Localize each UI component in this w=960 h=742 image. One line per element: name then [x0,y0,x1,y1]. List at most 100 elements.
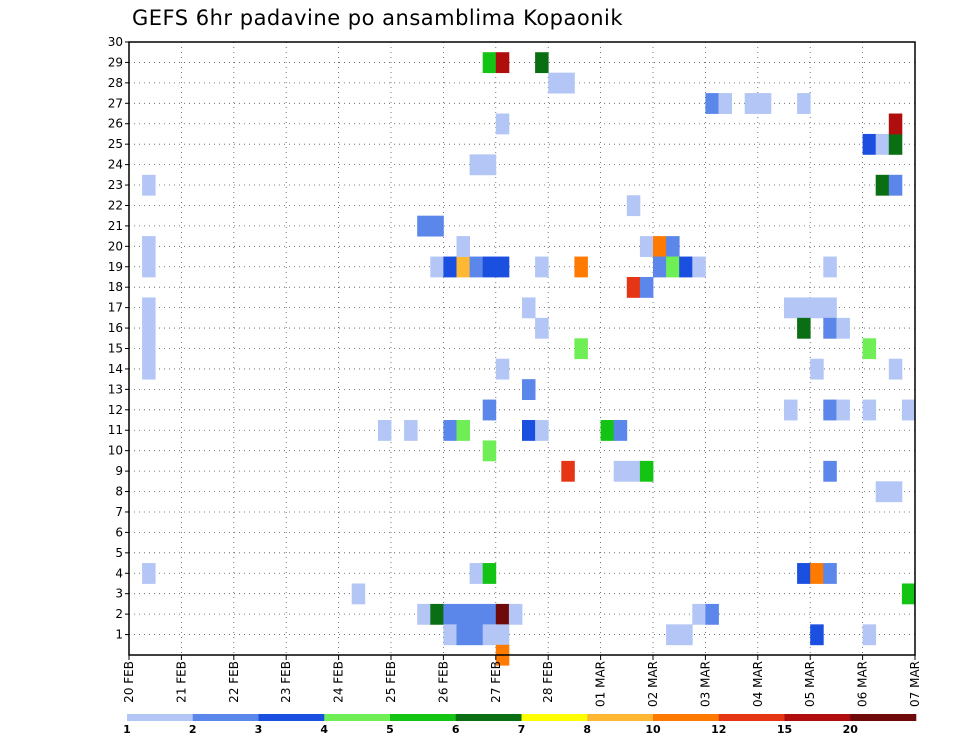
colorbar-label: 10 [645,723,661,736]
chart-title: GEFS 6hr padavine po ansamblima Kopaonik [132,6,624,30]
heatmap-cell [626,195,641,217]
colorbar-label: 8 [583,723,591,736]
colorbar-label: 15 [777,723,792,736]
x-tick-label: 20 FEB [122,661,136,703]
y-tick-label: 9 [115,464,123,478]
heatmap-cell [784,297,798,319]
heatmap-cell [875,174,890,196]
heatmap-cell [561,72,575,94]
colorbar-label: 6 [452,723,460,736]
heatmap-cell [639,276,654,298]
y-tick-label: 3 [115,587,123,601]
heatmap-cell [823,460,837,482]
heatmap-cell [142,563,156,584]
heatmap-cell [888,174,903,196]
heatmap-cell [692,603,706,625]
y-tick-label: 15 [108,342,123,356]
x-tick-label: 26 FEB [436,661,450,703]
x-tick-label: 24 FEB [332,661,346,703]
heatmap-cell [495,358,510,380]
heatmap-cell [482,624,497,646]
heatmap-cell [574,256,588,278]
heatmap-cell [456,624,470,646]
heatmap-cell [522,420,536,441]
heatmap-cell [535,256,549,278]
y-tick-label: 10 [108,444,123,458]
y-tick-label: 30 [108,35,123,49]
colorbar-swatch [521,714,588,721]
heatmap-cell [561,460,575,482]
heatmap-cell [679,624,693,646]
heatmap-cell [430,256,444,278]
y-tick-label: 17 [108,301,123,315]
heatmap-cell [875,481,890,503]
heatmap-cell [495,603,510,625]
colorbar-swatch [587,714,654,721]
heatmap-cell [810,624,824,646]
heatmap-cell [535,317,549,339]
heatmap-cell [482,154,497,176]
heatmap-cell [142,236,156,257]
heatmap-cell [823,297,837,319]
heatmap-cell [495,52,510,74]
heatmap-cell [639,236,654,257]
colorbar-swatch [850,714,917,721]
heatmap-cell [823,317,837,339]
heatmap-cell [417,215,431,237]
heatmap-cell [797,297,811,319]
colorbar-label: 20 [843,723,859,736]
heatmap-cell [142,174,156,196]
colorbar-swatch [455,714,522,721]
heatmap-cell [142,358,156,380]
heatmap-cell [653,236,667,257]
y-tick-label: 14 [108,362,123,376]
heatmap-cell [639,460,654,482]
y-tick-label: 13 [108,382,123,396]
heatmap-cell [810,297,824,319]
heatmap-cell [888,133,903,155]
x-tick-label: 06 MAR [856,661,870,707]
y-tick-label: 1 [115,628,123,642]
heatmap-cell [456,256,470,278]
x-tick-label: 27 FEB [489,661,503,703]
y-tick-label: 24 [108,158,123,172]
heatmap-cell [495,256,510,278]
heatmap-cell [679,256,693,278]
heatmap-cell [430,215,444,237]
heatmap-cell [823,563,837,584]
heatmap-cell [797,317,811,339]
heatmap-cell [600,420,615,441]
colorbar-swatch [258,714,325,721]
heatmap-cell [823,256,837,278]
y-tick-label: 12 [108,403,123,417]
colorbar-label: 5 [386,723,394,736]
y-tick-label: 18 [108,280,123,294]
colorbar-label: 12 [711,723,726,736]
x-tick-label: 25 FEB [384,661,398,703]
heatmap-cell [456,603,470,625]
heatmap-cell [482,256,497,278]
heatmap-cell [469,603,484,625]
heatmap-cell [666,256,680,278]
y-tick-label: 5 [115,546,123,560]
colorbar-label: 4 [320,723,328,736]
heatmap-cell [836,399,850,421]
heatmap-cell [692,256,706,278]
colorbar-swatch [718,714,785,721]
colorbar-swatch [390,714,457,721]
x-tick-label: 05 MAR [803,661,817,707]
heatmap-cell [482,52,497,74]
heatmap-cell [574,338,588,360]
x-tick-label: 22 FEB [227,661,241,703]
colorbar-label: 3 [255,723,263,736]
heatmap-cell [404,420,418,441]
heatmap-cell [901,583,916,605]
y-tick-label: 16 [108,321,123,335]
heatmap-cell [888,481,903,503]
heatmap-cell [810,563,824,584]
y-tick-label: 22 [108,198,123,212]
heatmap-cell [469,624,484,646]
heatmap-cell [142,317,156,339]
y-tick-label: 27 [108,96,123,110]
